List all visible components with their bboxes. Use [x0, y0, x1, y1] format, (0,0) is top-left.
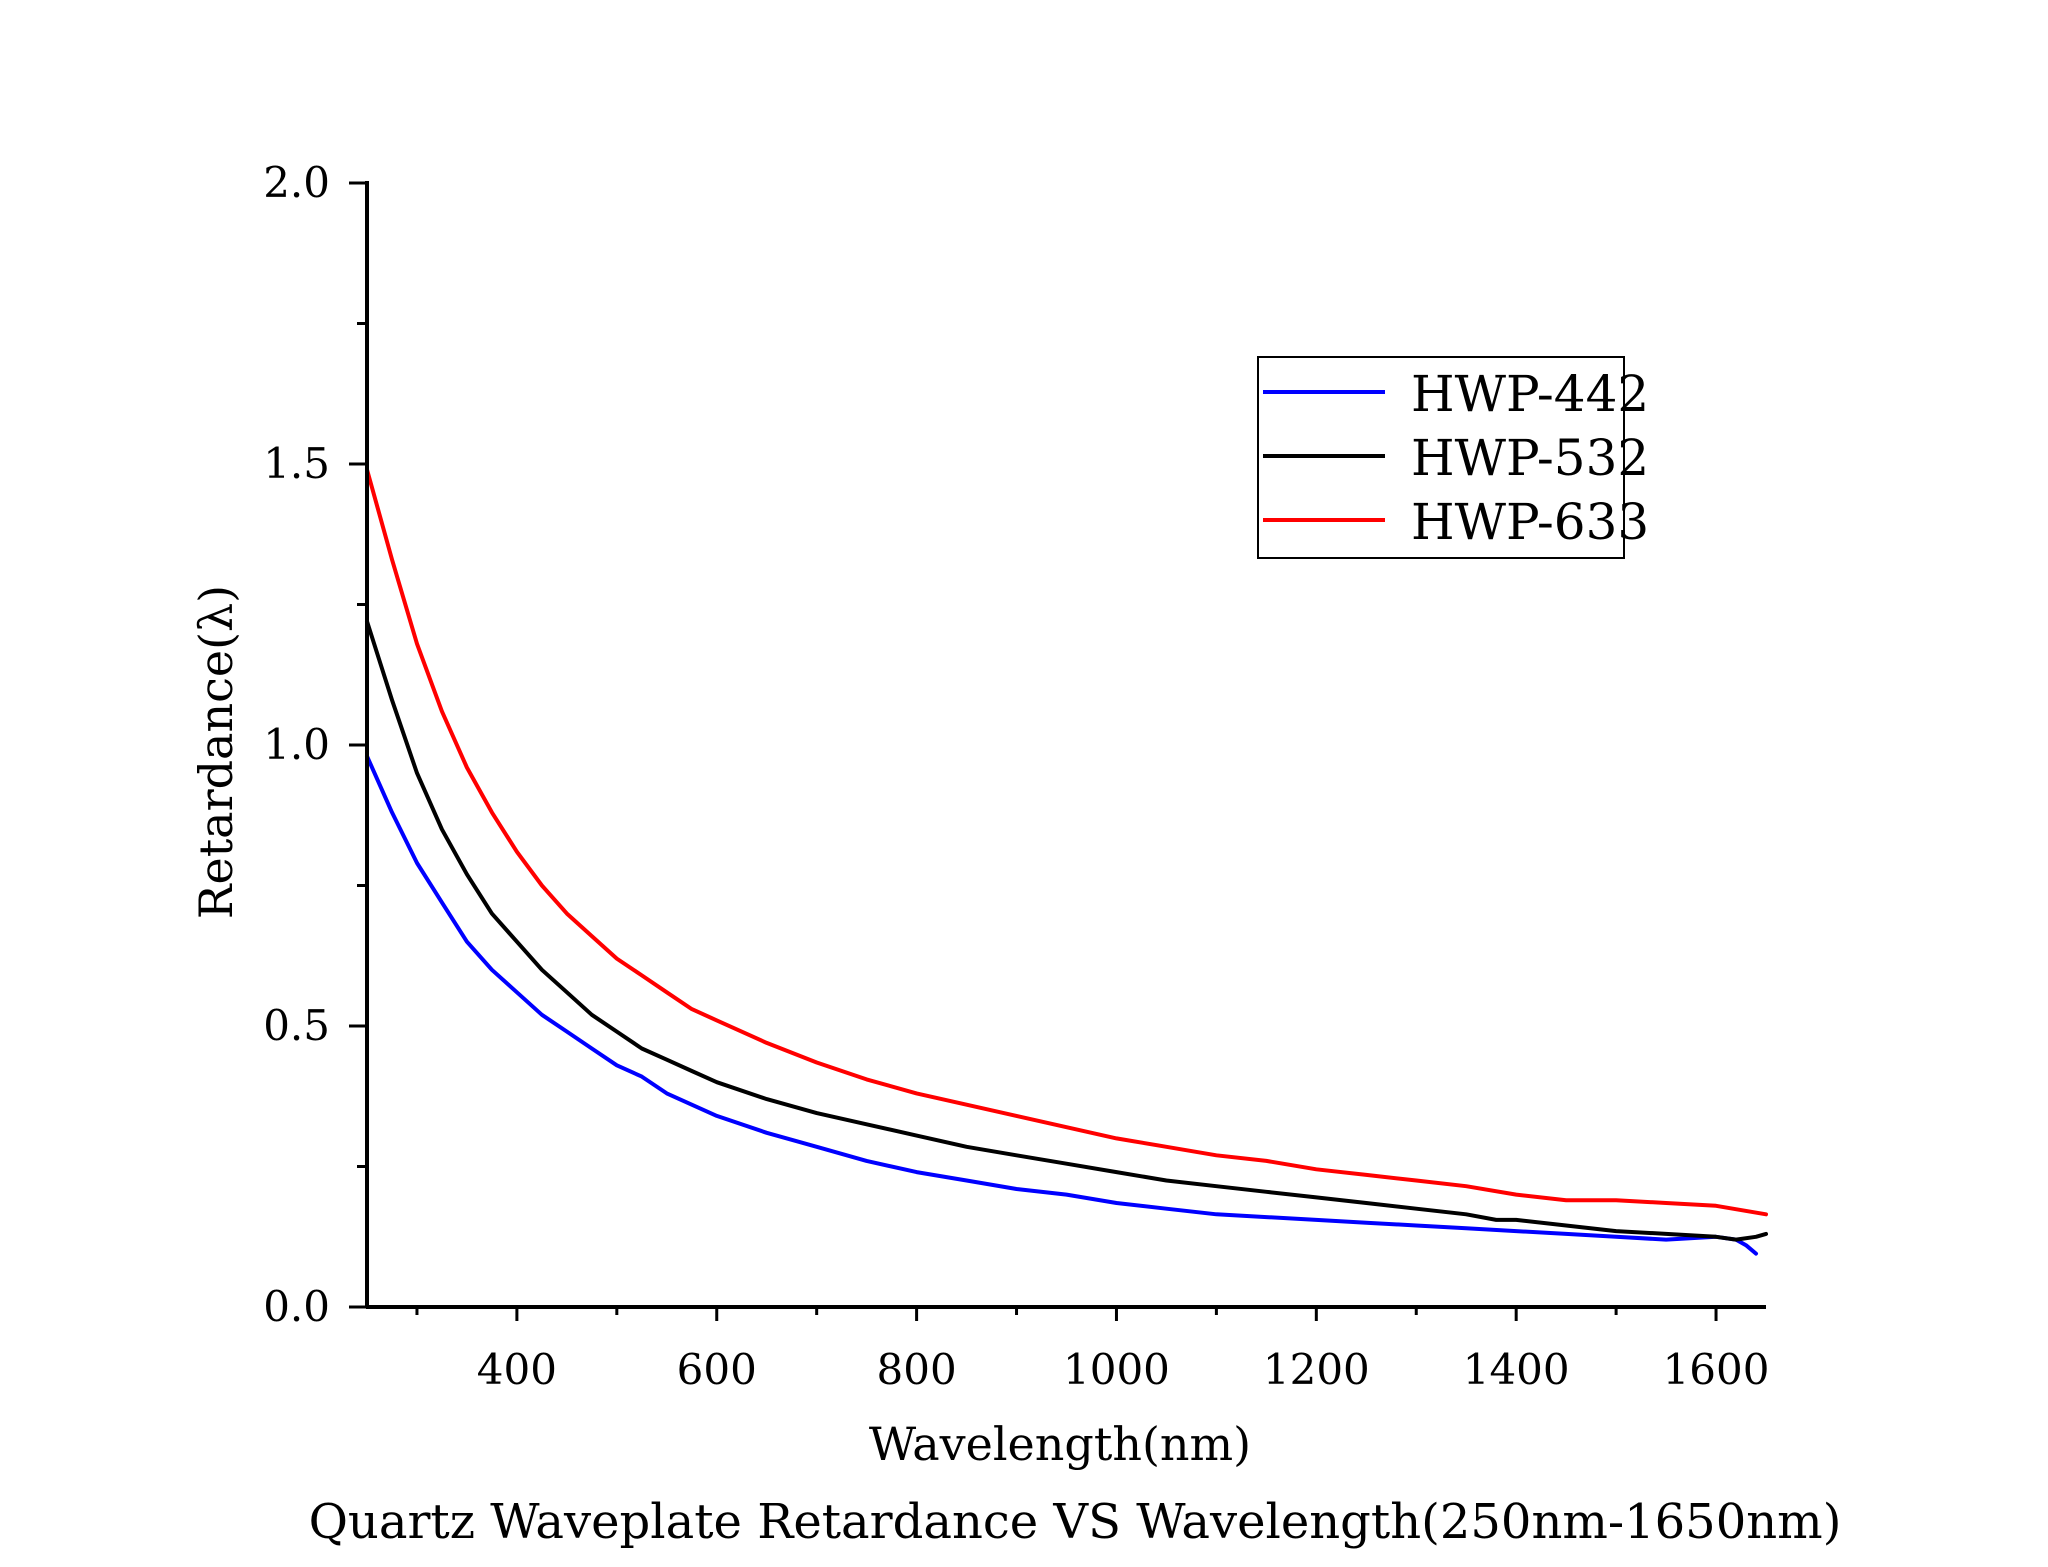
- y-tick-label: 1.0: [263, 720, 330, 769]
- y-tick-label: 0.0: [263, 1282, 330, 1331]
- x-tick-label: 800: [877, 1345, 957, 1394]
- x-tick-label: 600: [677, 1345, 757, 1394]
- legend: HWP-442 HWP-532 HWP-633: [1257, 356, 1649, 559]
- series-layer: [365, 467, 1768, 1256]
- series-line-hwp-442: [365, 754, 1758, 1256]
- legend-label-hwp-633: HWP-633: [1411, 493, 1649, 551]
- y-tick-label: 0.5: [263, 1001, 330, 1050]
- y-axis-label: Retardance(λ): [189, 585, 243, 919]
- axis-ticks: 400 600 800 1000 1200 1400 1600 0.0 0.5 1.0 1.5 2.0: [263, 158, 1769, 1394]
- y-tick-label: 1.5: [263, 439, 330, 488]
- x-tick-label: 400: [477, 1345, 557, 1394]
- legend-label-hwp-442: HWP-442: [1411, 365, 1649, 423]
- y-tick-label: 2.0: [263, 158, 330, 207]
- legend-label-hwp-532: HWP-532: [1411, 429, 1649, 487]
- x-tick-label: 1200: [1263, 1345, 1370, 1394]
- x-tick-label: 1400: [1463, 1345, 1570, 1394]
- x-tick-label: 1000: [1063, 1345, 1170, 1394]
- x-axis-label: Wavelength(nm): [869, 1417, 1251, 1471]
- series-line-hwp-532: [365, 619, 1768, 1242]
- series-line-hwp-633: [365, 467, 1768, 1217]
- chart-title: Quartz Waveplate Retardance VS Wavelengt…: [309, 1494, 1842, 1550]
- x-tick-label: 1600: [1663, 1345, 1770, 1394]
